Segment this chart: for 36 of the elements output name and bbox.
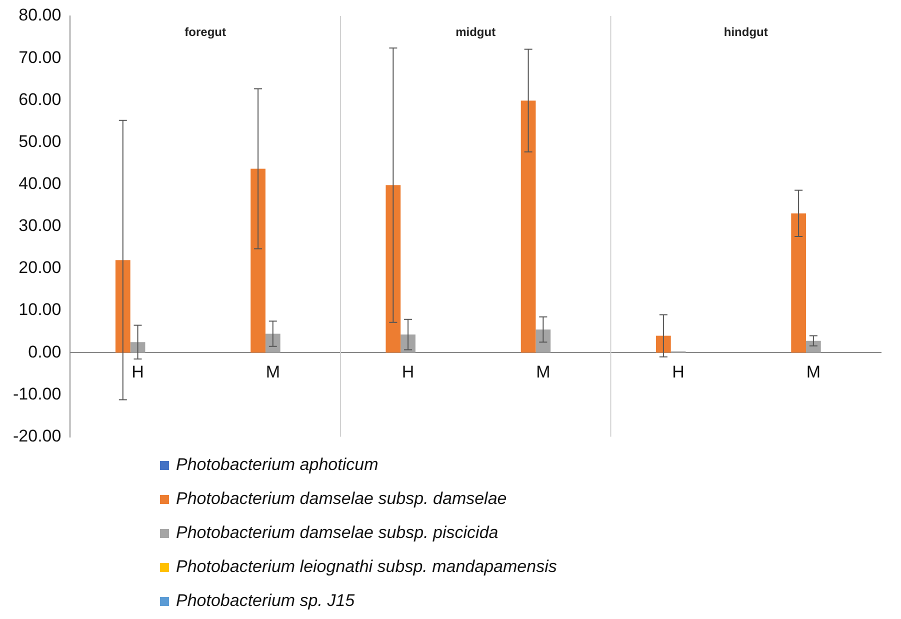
annotation: foregut xyxy=(184,25,226,39)
annotation: hindgut xyxy=(724,25,768,39)
legend-label: Photobacterium damselae subsp. damselae xyxy=(176,489,507,509)
y-tick-label: 20.00 xyxy=(18,258,62,278)
y-tick-label: 80.00 xyxy=(18,6,62,25)
bar xyxy=(265,334,280,353)
x-tick-label: M xyxy=(536,362,550,382)
annotation: midgut xyxy=(456,25,496,39)
y-tick-label: 40.00 xyxy=(18,174,62,194)
y-tick-label: 0.00 xyxy=(28,342,62,362)
bar xyxy=(400,334,416,353)
x-tick-label: H xyxy=(672,362,684,382)
legend-label: Photobacterium damselae subsp. piscicida xyxy=(176,523,498,543)
bar xyxy=(386,185,401,353)
legend-label: Photobacterium sp. J15 xyxy=(176,591,355,611)
bar xyxy=(806,340,821,353)
bar xyxy=(536,329,551,353)
bar xyxy=(130,342,146,353)
bar xyxy=(250,168,266,353)
y-tick-label: 70.00 xyxy=(18,48,62,67)
x-tick-label: H xyxy=(402,362,414,382)
y-tick-label: -10.00 xyxy=(13,384,62,404)
legend-label: Photobacterium aphoticum xyxy=(176,455,378,475)
bar xyxy=(791,213,806,353)
y-tick-label: 10.00 xyxy=(18,300,62,320)
x-tick-label: H xyxy=(132,362,144,382)
bar xyxy=(656,336,671,353)
legend-label: Photobacterium leiognathi subsp. mandapamensis xyxy=(176,557,557,577)
bar xyxy=(115,260,130,353)
bar xyxy=(520,100,536,353)
y-tick-label: 30.00 xyxy=(18,216,62,236)
x-tick-label: M xyxy=(266,362,280,382)
y-tick-label: -20.00 xyxy=(13,426,62,446)
x-tick-label: M xyxy=(806,362,821,382)
y-tick-label: 60.00 xyxy=(18,90,62,109)
y-tick-label: 50.00 xyxy=(18,132,62,151)
